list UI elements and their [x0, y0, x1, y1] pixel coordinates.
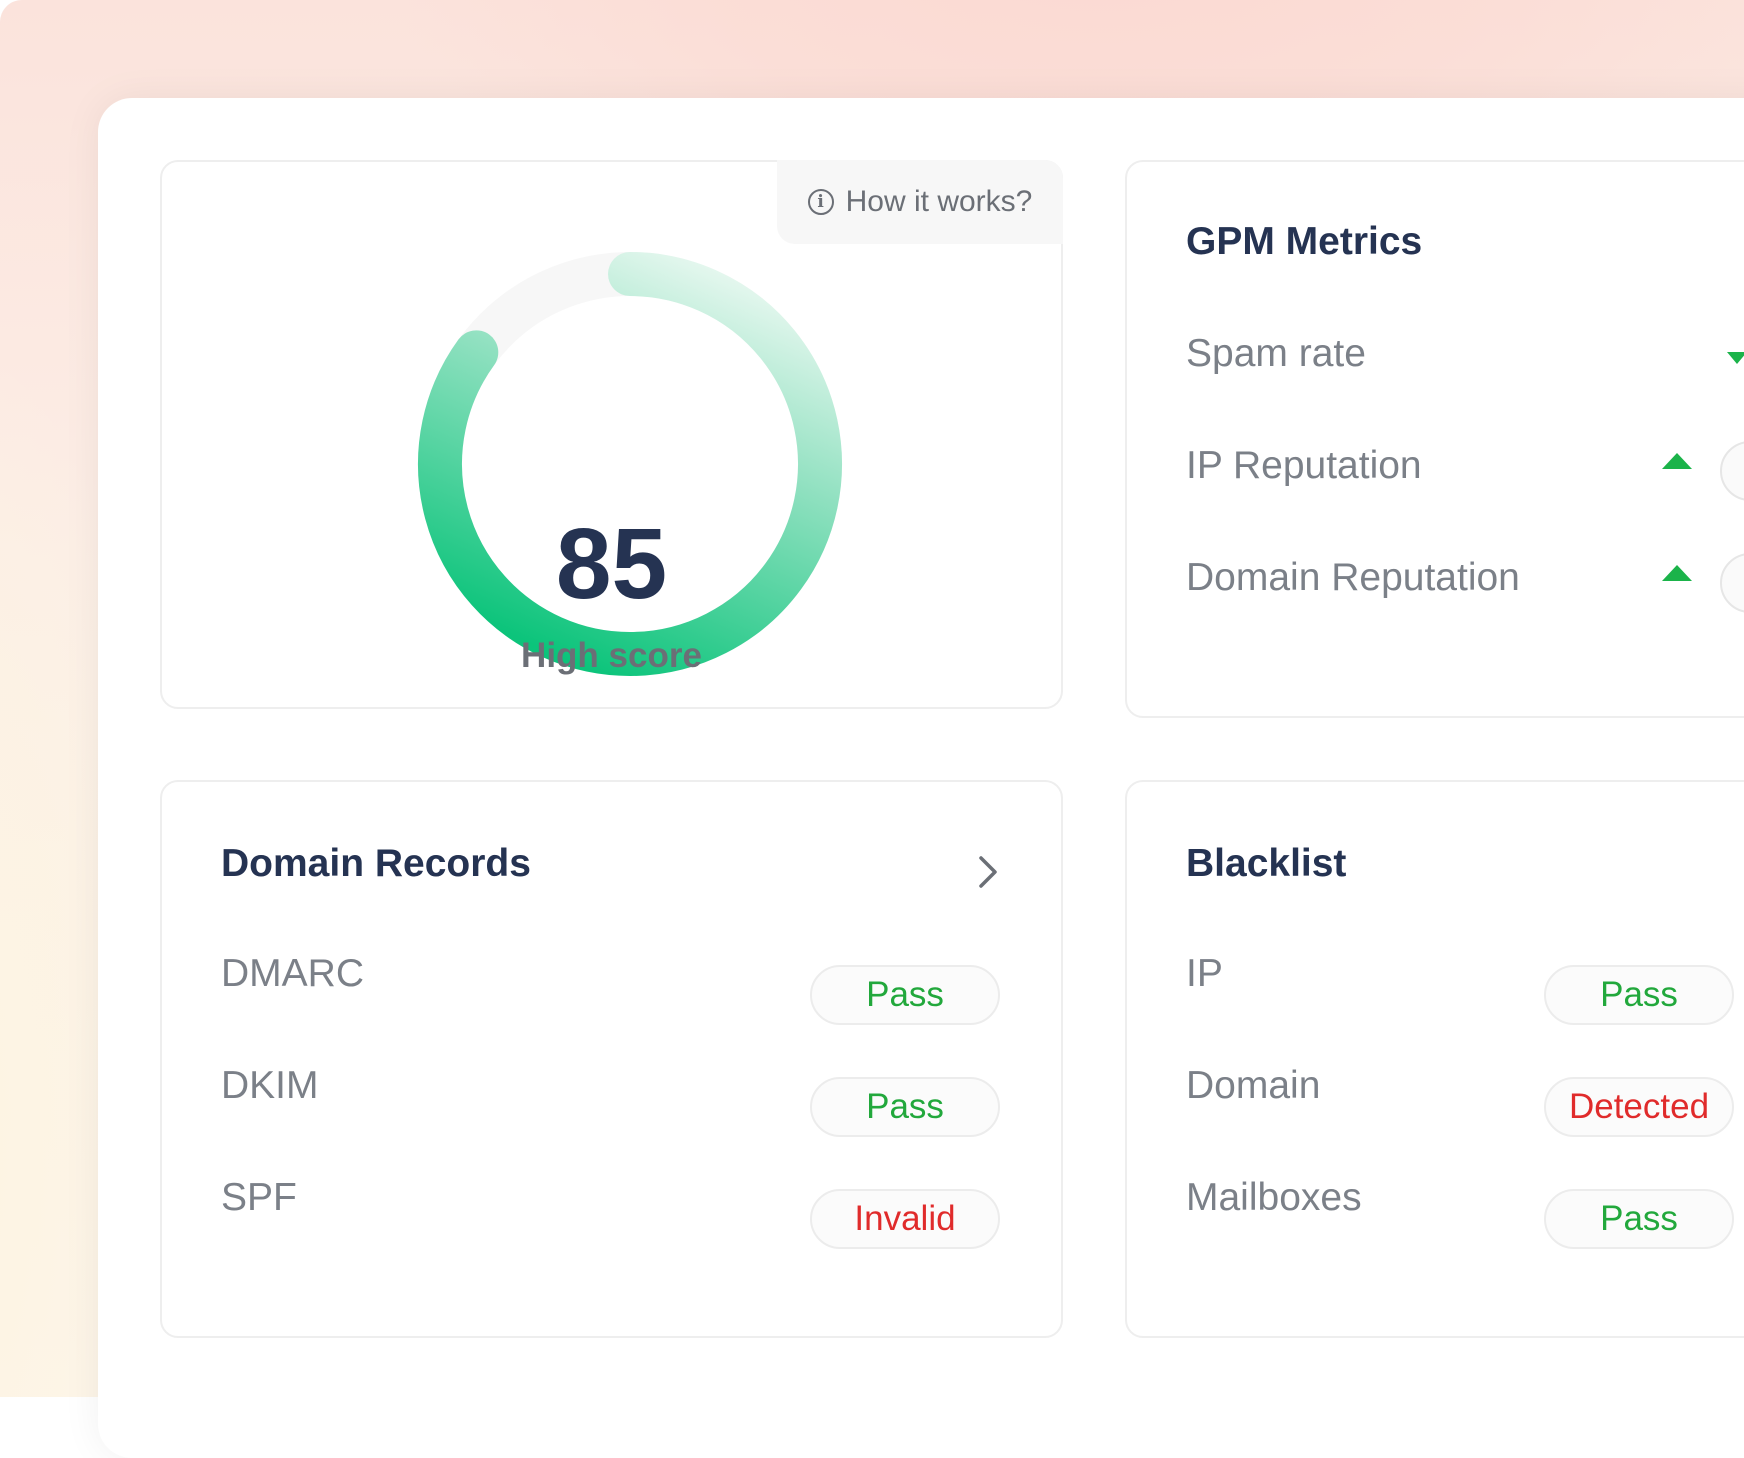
status-badge: Pass: [810, 965, 1000, 1025]
score-caption: High score: [521, 636, 702, 675]
record-row-label: DKIM: [221, 1064, 319, 1107]
gpm-row-label: Domain Reputation: [1186, 556, 1520, 599]
info-icon: i: [807, 189, 834, 215]
status-badge: [1720, 441, 1744, 501]
status-badge: Invalid: [810, 1189, 1000, 1249]
triangle-up-icon: [1662, 565, 1692, 581]
record-row-label: DMARC: [221, 952, 364, 995]
chevron-right-icon[interactable]: [968, 852, 1008, 892]
blacklist-row-label: Domain: [1186, 1064, 1321, 1107]
blacklist-title: Blacklist: [1186, 842, 1347, 885]
status-badge: [1720, 553, 1744, 613]
how-it-works-label: How it works?: [845, 185, 1033, 218]
gpm-row-label: IP Reputation: [1186, 444, 1422, 487]
triangle-down-icon: [1727, 352, 1744, 364]
how-it-works-button[interactable]: i How it works?: [777, 160, 1063, 244]
blacklist-card: Blacklist IP Pass Domain Detected Mailbo…: [1125, 780, 1744, 1338]
gpm-row-label: Spam rate: [1186, 332, 1366, 375]
status-badge: Detected: [1544, 1077, 1734, 1137]
gauge-progress-arc: [418, 252, 842, 676]
triangle-up-icon: [1662, 453, 1692, 469]
gpm-metrics-card: GPM Metrics Spam rate IP Reputation Doma…: [1125, 160, 1744, 718]
blacklist-row-label: IP: [1186, 952, 1223, 995]
deliverability-score-card: i How it works? 85 High score: [160, 160, 1063, 709]
status-badge: Pass: [1544, 965, 1734, 1025]
record-row-label: SPF: [221, 1176, 297, 1219]
status-badge: Pass: [810, 1077, 1000, 1137]
score-value: 85: [555, 508, 668, 620]
score-gauge: [418, 252, 842, 676]
gpm-metrics-title: GPM Metrics: [1186, 220, 1423, 263]
domain-records-title: Domain Records: [221, 842, 531, 885]
status-badge: Pass: [1544, 1189, 1734, 1249]
domain-records-card: Domain Records DMARC Pass DKIM Pass SPF …: [160, 780, 1063, 1338]
blacklist-row-label: Mailboxes: [1186, 1176, 1362, 1219]
